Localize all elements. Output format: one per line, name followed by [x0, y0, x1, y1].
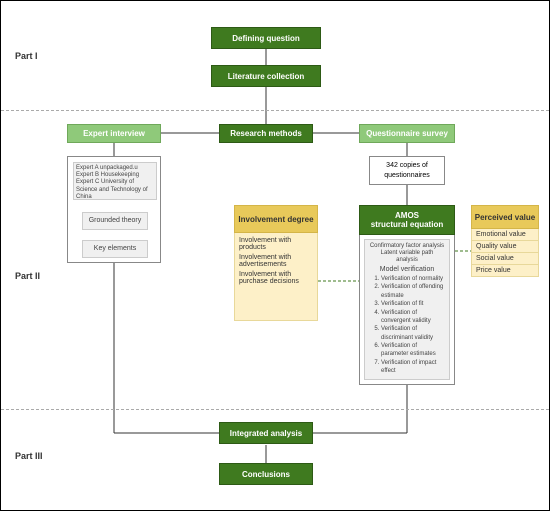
amos-grey-inner: Confirmatory factor analysis Latent vari…: [364, 239, 450, 380]
amos-v5: Verification of discriminant validity: [381, 325, 445, 342]
pv-row-2: Quality value: [471, 241, 539, 253]
perceived-value-header: Perceived value: [471, 205, 539, 229]
diagram-canvas: Part I Part II Part III Defining questio…: [0, 0, 550, 511]
amos-verification-list: Verification of normality Verification o…: [369, 275, 445, 376]
defining-question-box: Defining question: [211, 27, 321, 49]
defining-question-label: Defining question: [232, 34, 300, 43]
part-1-label: Part I: [15, 51, 38, 61]
section-divider-2: [1, 409, 549, 410]
involvement-item-3: Involvement with purchase decisions: [239, 271, 313, 285]
integrated-analysis-label: Integrated analysis: [230, 429, 302, 438]
expert-list: Expert A unpackaged.u Expert B Housekeep…: [73, 162, 157, 200]
grounded-theory-label: Grounded theory: [89, 216, 142, 225]
amos-header: AMOS structural equation: [359, 205, 455, 235]
integrated-analysis-box: Integrated analysis: [219, 422, 313, 444]
involvement-body: Involvement with products Involvement wi…: [234, 233, 318, 321]
amos-title-1: AMOS: [395, 211, 419, 220]
research-methods-label: Research methods: [230, 129, 302, 138]
amos-pre-2: Latent variable path analysis: [369, 250, 445, 264]
conclusions-label: Conclusions: [242, 470, 290, 479]
amos-body: Confirmatory factor analysis Latent vari…: [359, 235, 455, 385]
copies-label: 342 copies of questionnaires: [372, 161, 442, 179]
literature-collection-box: Literature collection: [211, 65, 321, 87]
expert-detail-container: Expert A unpackaged.u Expert B Housekeep…: [67, 156, 161, 263]
key-elements-box: Key elements: [82, 240, 148, 258]
expert-interview-label: Expert interview: [83, 129, 145, 138]
literature-collection-label: Literature collection: [228, 72, 304, 81]
research-methods-box: Research methods: [219, 124, 313, 143]
amos-v6: Verification of parameter estimates: [381, 342, 445, 359]
amos-v7: Verification of impact effect: [381, 359, 445, 376]
pv-row-1: Emotional value: [471, 229, 539, 241]
key-elements-label: Key elements: [94, 244, 136, 253]
section-divider-1: [1, 110, 549, 111]
perceived-value-block: Perceived value Emotional value Quality …: [471, 205, 539, 277]
conclusions-box: Conclusions: [219, 463, 313, 485]
grounded-theory-box: Grounded theory: [82, 212, 148, 230]
amos-title-2: structural equation: [371, 220, 443, 229]
expert-interview-box: Expert interview: [67, 124, 161, 143]
amos-v2: Verification of offending estimate: [381, 283, 445, 300]
amos-v4: Verification of convergent validity: [381, 309, 445, 326]
pv-row-3: Social value: [471, 253, 539, 265]
amos-block: AMOS structural equation Confirmatory fa…: [359, 205, 455, 385]
involvement-item-1: Involvement with products: [239, 237, 313, 251]
involvement-header: Involvement degree: [234, 205, 318, 233]
copies-box: 342 copies of questionnaires: [369, 156, 445, 185]
amos-pre-1: Confirmatory factor analysis: [369, 243, 445, 250]
pv-row-4: Price value: [471, 265, 539, 277]
questionnaire-survey-box: Questionnaire survey: [359, 124, 455, 143]
part-3-label: Part III: [15, 451, 43, 461]
amos-v3: Verification of fit: [381, 300, 445, 308]
involvement-block: Involvement degree Involvement with prod…: [234, 205, 318, 321]
amos-model-verification: Model verification: [369, 266, 445, 274]
questionnaire-survey-label: Questionnaire survey: [366, 129, 448, 138]
amos-v1: Verification of normality: [381, 275, 445, 283]
involvement-item-2: Involvement with advertisements: [239, 254, 313, 268]
part-2-label: Part II: [15, 271, 40, 281]
